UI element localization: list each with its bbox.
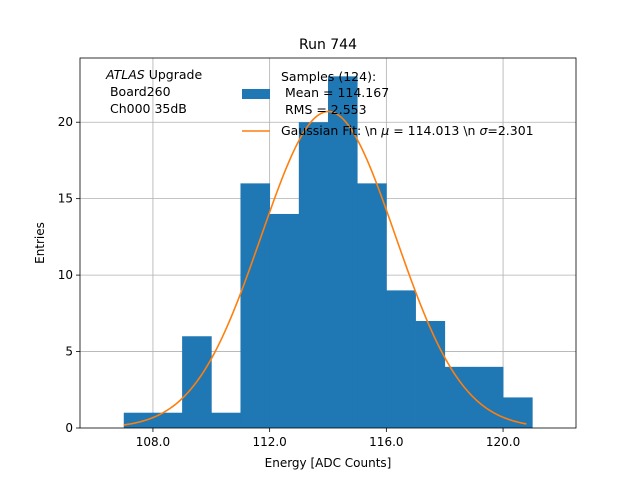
y-tick-label: 10 [58,268,73,282]
annotation-upgrade: Upgrade [145,67,203,82]
legend-fit-text: = 114.013 \n [389,123,479,138]
histogram-bar [357,183,387,428]
histogram-bar [444,366,475,428]
histogram-bar [211,412,241,428]
gaussian-fit [123,110,527,426]
histogram-bar [328,76,358,428]
legend-fit-symbol: μ [380,123,389,138]
legend-samples-rms: RMS = 2.553 [281,102,367,117]
legend-fit-label: Gaussian Fit: \n μ = 114.013 \n σ=2.301 [281,123,534,138]
legend-fit-symbol: σ [479,123,488,138]
y-tick-label: 20 [58,115,73,129]
annotation-line-1: ATLAS Upgrade [105,67,202,82]
histogram-bar [269,213,300,428]
histogram-bars [123,76,533,428]
histogram-bar [240,183,271,428]
x-tick-label: 112.0 [252,435,286,449]
x-tick-label: 120.0 [486,435,520,449]
annotation-channel: Ch000 35dB [106,101,187,116]
histogram-bar [503,397,533,428]
x-axis-title: Energy [ADC Counts] [265,456,392,470]
y-axis-ticks: 0 5 10 15 20 [58,115,80,435]
histogram-bar [473,366,504,428]
histogram-bar [123,412,154,428]
y-tick-label: 5 [65,345,73,359]
x-tick-label: 108.0 [136,435,170,449]
annotation-atlas: ATLAS [105,67,145,82]
legend-samples-swatch [242,89,270,99]
histogram-bar [386,290,416,428]
histogram-bar [415,320,446,428]
y-tick-label: 0 [65,421,73,435]
histogram-bar [298,122,329,428]
annotation-board: Board260 [106,84,171,99]
histogram-bar [152,412,183,428]
plot-frame [79,57,577,429]
x-tick-label: 116.0 [369,435,403,449]
legend-samples-mean: Mean = 114.167 [281,85,389,100]
atlas-annotation: ATLAS Upgrade Board260 Ch000 35dB [105,67,202,116]
legend-samples-label: Samples (124): [281,69,376,84]
x-axis-ticks: 108.0 112.0 116.0 120.0 [136,428,520,449]
legend: Samples (124): Mean = 114.167 RMS = 2.55… [242,69,534,138]
legend-fit-text: =2.301 [487,123,533,138]
y-tick-label: 15 [58,192,73,206]
legend-fit-text: Gaussian Fit: \n [281,123,381,138]
y-axis-title: Entries [33,222,47,264]
chart-title: Run 744 [299,37,357,53]
gaussian-fit-curve [123,110,527,426]
